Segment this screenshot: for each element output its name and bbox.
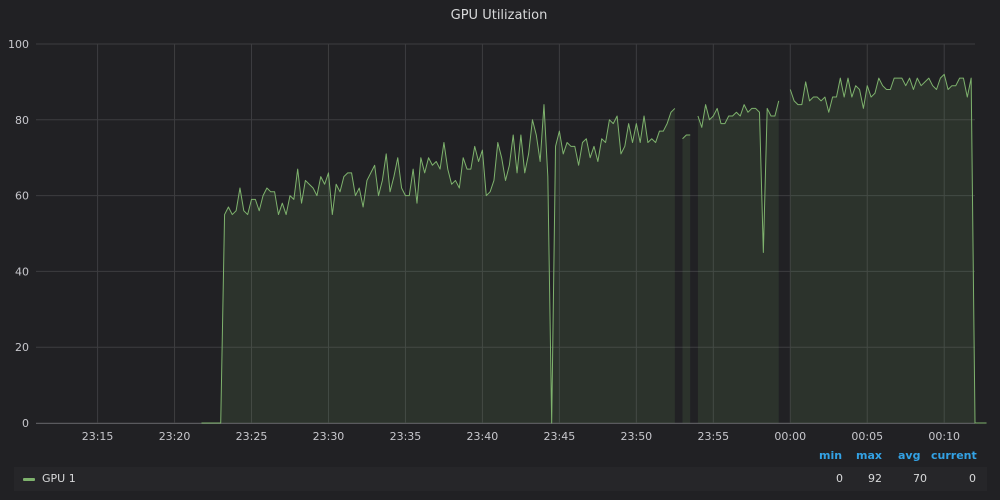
legend-avg-value: 70: [913, 472, 927, 485]
legend-header-max[interactable]: max: [856, 449, 882, 462]
y-tick-label: 100: [8, 38, 29, 51]
x-axis: 23:15 23:20 23:25 23:30 23:35 23:40 23:45 23:50…: [82, 430, 960, 443]
legend-min-value: 0: [836, 472, 843, 485]
series-area: [682, 134, 691, 423]
x-tick-label: 23:15: [82, 430, 114, 443]
x-tick-label: 23:40: [467, 430, 499, 443]
legend-series-name[interactable]: GPU 1: [42, 472, 76, 485]
x-tick-label: 23:25: [236, 430, 268, 443]
series-area: [697, 100, 779, 423]
legend-header-current[interactable]: current: [931, 449, 977, 462]
y-tick-label: 20: [15, 341, 29, 354]
chart-title: GPU Utilization: [451, 8, 548, 23]
x-tick-label: 00:05: [851, 430, 883, 443]
series-area: [790, 74, 987, 423]
legend-max-value: 92: [868, 472, 882, 485]
y-tick-label: 80: [15, 114, 29, 127]
y-tick-label: 60: [15, 190, 29, 203]
y-axis: 0 20 40 60 80 100: [8, 38, 29, 430]
x-tick-label: 23:45: [544, 430, 576, 443]
x-tick-label: 23:55: [697, 430, 729, 443]
x-tick-label: 23:30: [313, 430, 345, 443]
x-tick-label: 23:50: [620, 430, 652, 443]
legend-series-swatch[interactable]: [23, 478, 35, 481]
legend-current-value: 0: [969, 472, 976, 485]
legend-row-gpu-1[interactable]: GPU 1 0 92 70 0: [14, 467, 987, 491]
x-tick-label: 00:00: [774, 430, 806, 443]
series-line: [789, 73, 987, 424]
y-tick-label: 0: [22, 417, 29, 430]
series-line: [201, 104, 676, 424]
x-tick-label: 00:10: [928, 430, 960, 443]
y-tick-label: 40: [15, 265, 29, 278]
series-layer: [201, 73, 987, 424]
x-tick-label: 23:35: [390, 430, 422, 443]
x-tick-label: 23:20: [159, 430, 191, 443]
legend-header-min[interactable]: min: [819, 449, 843, 462]
grid-lines: [36, 43, 975, 424]
series-line: [682, 134, 691, 140]
series-area: [201, 104, 675, 423]
series-line: [697, 100, 780, 253]
legend-header-avg[interactable]: avg: [898, 449, 921, 462]
